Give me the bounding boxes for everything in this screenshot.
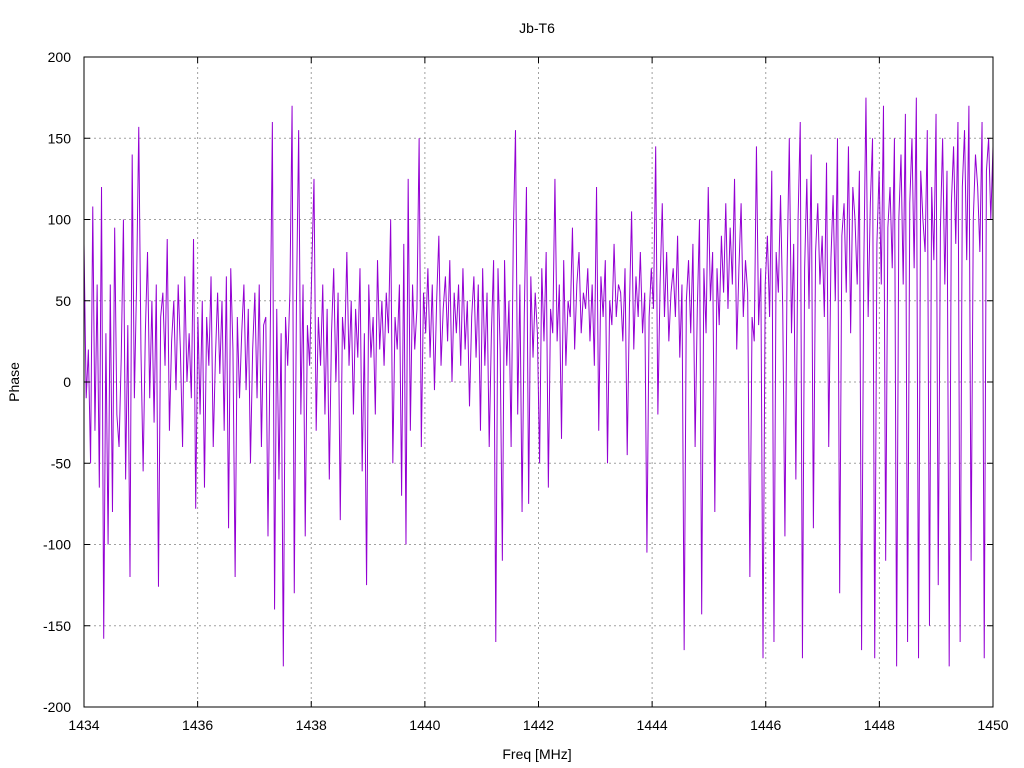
y-tick-label: 50: [55, 293, 71, 309]
y-tick-label: -150: [43, 618, 71, 634]
y-tick-labels: 200 150 100 50 0 -50 -100 -150 -200: [43, 49, 71, 715]
ticks: [83, 56, 994, 708]
y-tick-label: -200: [43, 699, 71, 715]
x-tick-label: 1448: [864, 717, 895, 733]
x-tick-label: 1442: [523, 717, 554, 733]
y-tick-label: 150: [48, 130, 72, 146]
series-line: [83, 97, 994, 667]
x-tick-label: 1444: [637, 717, 668, 733]
x-tick-label: 1450: [977, 717, 1008, 733]
x-tick-label: 1436: [182, 717, 213, 733]
y-tick-label: 200: [48, 49, 72, 65]
x-tick-label: 1440: [409, 717, 440, 733]
y-tick-label: 100: [48, 212, 72, 228]
y-tick-label: -50: [51, 455, 71, 471]
x-tick-label: 1434: [68, 717, 99, 733]
x-tick-labels: 1434 1436 1438 1440 1442 1444 1446 1448 1450: [68, 717, 1008, 733]
y-tick-label: -100: [43, 537, 71, 553]
y-tick-label: 0: [63, 374, 71, 390]
x-tick-label: 1446: [750, 717, 781, 733]
chart-title: Jb-T6: [519, 20, 555, 36]
x-axis-label: Freq [MHz]: [502, 746, 571, 762]
x-tick-label: 1438: [296, 717, 327, 733]
y-axis-label: Phase: [6, 362, 22, 402]
